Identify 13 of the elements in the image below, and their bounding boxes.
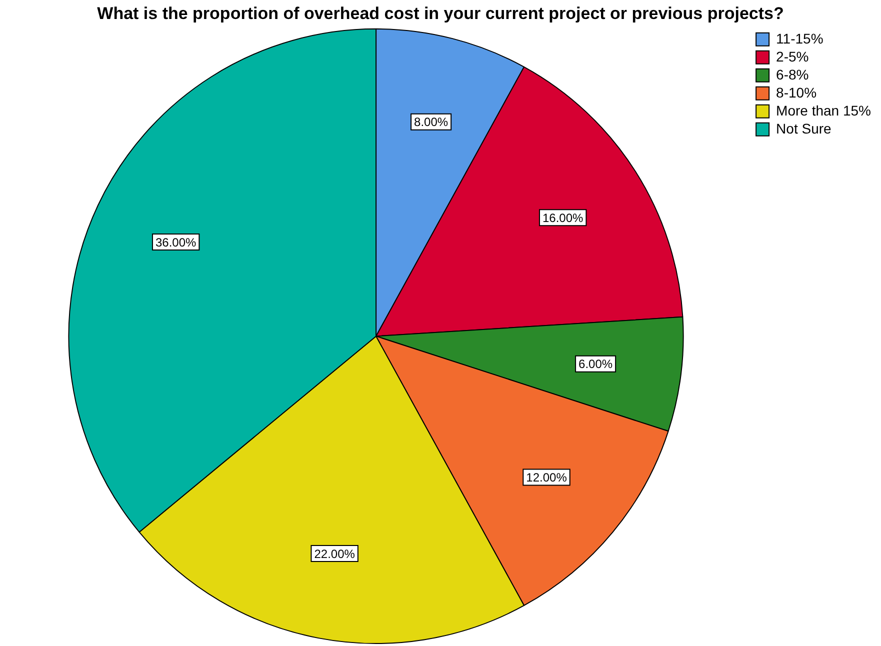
data-label: 16.00% (542, 210, 584, 225)
data-label: 22.00% (314, 546, 356, 561)
data-label: 36.00% (155, 235, 197, 250)
data-label: 6.00% (578, 357, 613, 372)
data-label: 8.00% (414, 115, 448, 130)
legend-label: 8-10% (776, 84, 817, 100)
legend-label: 6-8% (776, 66, 809, 82)
chart-title: What is the proportion of overhead cost in your current project or previous projects? (97, 4, 784, 23)
data-label: 12.00% (526, 470, 568, 485)
legend-label: More than 15% (776, 102, 872, 118)
legend-label: 11-15% (776, 30, 824, 46)
legend-label: 2-5% (776, 48, 809, 64)
legend-label: Not Sure (776, 120, 832, 136)
